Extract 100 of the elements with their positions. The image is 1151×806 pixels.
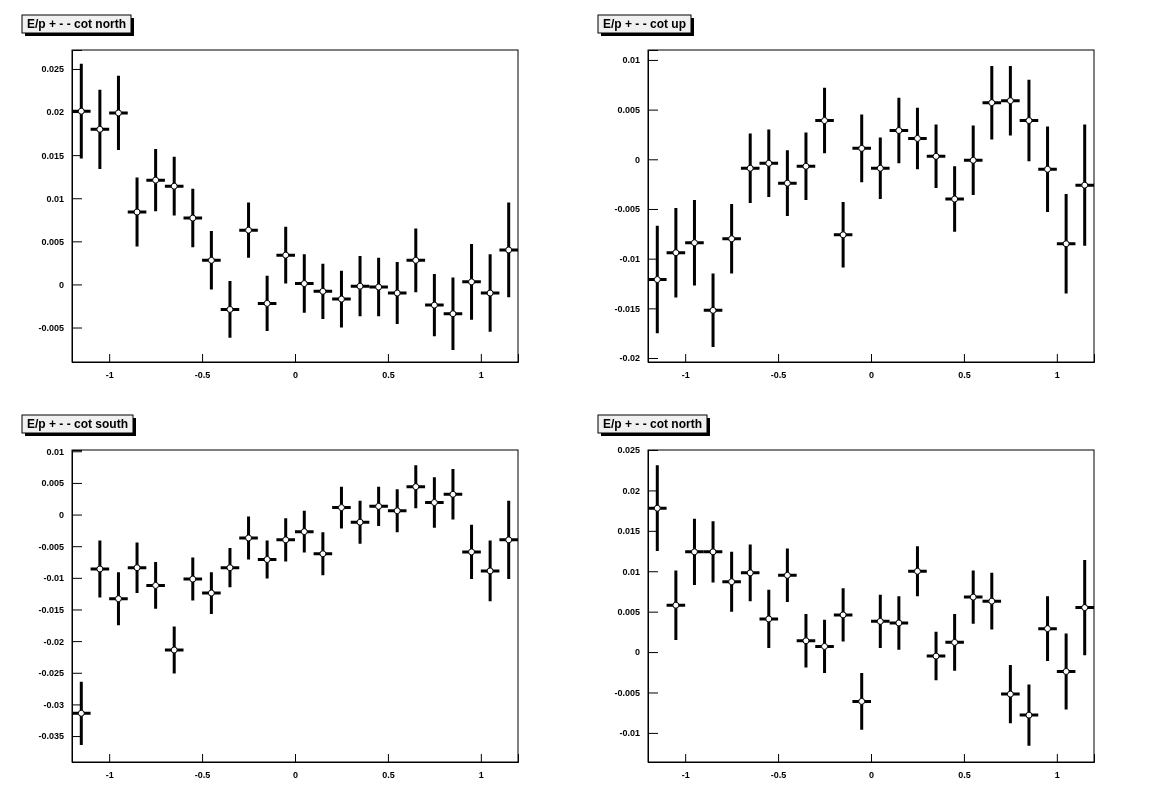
point [152,581,160,589]
y-tick-label: 0 [634,647,640,658]
y-tick-label: -0.01 [619,254,640,265]
x-tick-label: -0.5 [194,370,211,381]
point [1044,625,1052,633]
point [969,593,977,601]
point [430,499,438,507]
point [951,638,959,646]
y-tick-label: -0.005 [614,687,640,698]
y-tick-label: -0.01 [43,573,64,584]
point [189,214,197,222]
point [728,578,736,586]
x-tick-label: 1 [478,770,484,781]
point [1081,604,1089,612]
y-tick-label: 0.025 [617,445,640,456]
y-tick-label: -0.01 [619,728,640,739]
point [114,595,122,603]
point [319,287,327,295]
x-tick-label: -0.5 [770,770,787,781]
point [1006,690,1014,698]
point [430,301,438,309]
point [505,536,513,544]
point [765,615,773,623]
point [690,239,698,247]
point [449,310,457,318]
point [356,282,364,290]
point [170,646,178,654]
point [282,536,290,544]
point [821,117,829,125]
point [672,601,680,609]
chart-title: E/p + - - cot north [27,17,126,31]
point [1044,165,1052,173]
y-tick-label: -0.02 [619,353,640,364]
chart-title: E/p + - - cot north [603,417,702,431]
point [170,182,178,190]
point [319,550,327,558]
x-tick-label: 0 [868,770,875,781]
point [802,162,810,170]
point [858,144,866,152]
point [77,107,85,115]
point [337,295,345,303]
y-tick-label: 0 [58,279,64,290]
point [375,502,383,510]
chart-title: E/p + - - cot up [603,17,686,31]
point [709,548,717,556]
x-tick-label: -0.5 [194,770,211,781]
point [133,208,141,216]
y-tick-label: 0.005 [617,105,640,115]
point [226,564,234,572]
y-tick-label: 0.01 [622,55,640,66]
point [375,283,383,291]
point [858,697,866,705]
x-tick-label: -1 [681,370,690,381]
point [226,305,234,313]
y-tick-label: -0.015 [38,604,64,615]
y-tick-label: 0.015 [41,150,64,161]
point [1062,667,1070,675]
point [449,490,457,498]
y-tick-label: 0.015 [617,526,640,537]
point [969,156,977,164]
point [988,99,996,107]
point [783,571,791,579]
y-tick-label: 0.01 [46,446,64,457]
point [96,565,104,573]
y-tick-label: 0.02 [46,107,64,118]
point [393,289,401,297]
point [1006,97,1014,105]
point [96,125,104,133]
x-tick-label: 0 [868,370,875,381]
y-tick-label: -0.035 [38,731,64,742]
y-tick-label: 0.01 [622,566,640,577]
chart-title: E/p + - - cot south [27,417,128,431]
point [300,528,308,536]
x-tick-label: -1 [681,770,690,781]
y-tick-label: 0.025 [41,64,64,75]
y-tick-label: -0.005 [614,204,640,215]
point [486,289,494,297]
point [114,109,122,117]
y-tick-label: 0 [58,509,64,520]
point [709,306,717,314]
point [207,256,215,264]
point [690,548,698,556]
x-tick-label: -1 [105,770,114,781]
point [245,534,253,542]
point [356,518,364,526]
y-tick-label: 0.01 [46,193,64,204]
y-tick-label: -0.025 [38,668,64,679]
point [839,231,847,239]
point [245,226,253,234]
point [486,567,494,575]
point [300,280,308,288]
point [988,597,996,605]
point [951,195,959,203]
x-tick-label: 0.5 [382,770,395,781]
point [913,567,921,575]
point [133,564,141,572]
point [728,235,736,243]
x-tick-label: 1 [478,370,484,381]
x-tick-label: -1 [105,370,114,381]
point [412,256,420,264]
